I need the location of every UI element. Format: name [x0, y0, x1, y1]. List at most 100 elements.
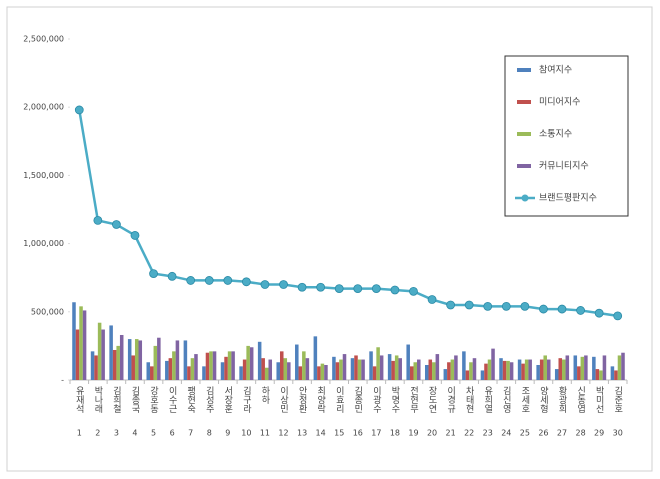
bar	[138, 340, 143, 380]
marker	[316, 282, 326, 292]
x-tick-label: 박미선	[594, 386, 604, 413]
bar	[332, 356, 336, 380]
bar	[165, 360, 169, 380]
category-number: 7	[188, 429, 193, 438]
marker	[483, 301, 493, 311]
marker	[520, 301, 530, 311]
bar	[94, 355, 98, 380]
bar	[298, 366, 303, 380]
marker	[204, 276, 214, 285]
bar	[435, 354, 440, 380]
category-number: 21	[446, 429, 456, 438]
marker	[186, 276, 196, 285]
x-tick-label: 차태현	[464, 385, 474, 413]
bar	[320, 363, 325, 380]
bar	[283, 358, 288, 380]
bar	[239, 366, 243, 380]
bar	[409, 366, 414, 380]
x-tick-label: 신동엽	[575, 386, 585, 413]
x-tick-label: 서장훈	[222, 386, 232, 413]
marker	[93, 216, 103, 225]
marker	[576, 306, 585, 315]
marker	[409, 286, 418, 296]
marker	[241, 277, 251, 287]
marker	[446, 300, 456, 310]
y-tick-label: 1,000,000	[23, 239, 64, 248]
marker	[390, 285, 400, 295]
bar	[279, 351, 284, 380]
bar	[134, 339, 139, 380]
bar	[257, 341, 262, 380]
bar	[398, 358, 402, 380]
bar	[454, 355, 458, 380]
y-tick-label: -	[61, 376, 64, 385]
bar	[101, 329, 105, 380]
category-number: 10	[241, 429, 251, 438]
marker	[427, 295, 437, 304]
x-tick-label: 황광희	[557, 386, 567, 414]
bar	[335, 362, 340, 380]
bar	[577, 366, 581, 380]
bar	[602, 355, 607, 380]
bar	[469, 362, 473, 380]
bar	[536, 364, 540, 380]
bar	[224, 356, 228, 380]
legend-label: 소통지수	[539, 129, 572, 140]
bar	[554, 369, 559, 380]
bar	[313, 336, 318, 380]
bar	[202, 366, 206, 380]
legend-label: 미디어지수	[539, 97, 580, 108]
bar	[209, 351, 213, 380]
bar	[424, 364, 429, 380]
legend-label: 참여지수	[539, 64, 572, 76]
x-tick-label: 김종국	[129, 385, 139, 414]
category-number: 22	[464, 429, 474, 438]
bar	[361, 359, 365, 380]
legend-swatch	[517, 164, 531, 168]
bar	[305, 358, 310, 380]
x-tick-label: 이경규	[445, 386, 455, 414]
legend-label: 커뮤니티지수	[539, 161, 589, 172]
bar	[369, 351, 373, 380]
x-tick-label: 김준호	[612, 385, 622, 413]
bar	[79, 306, 83, 380]
bar	[287, 362, 291, 380]
category-number: 6	[170, 429, 175, 438]
category-number: 20	[427, 429, 437, 438]
bar	[539, 359, 544, 380]
x-tick-label: 강호동	[148, 386, 158, 413]
marker	[297, 282, 307, 292]
x-tick-label: 김신영	[501, 385, 511, 413]
x-tick-label: 유희열	[482, 386, 492, 413]
bar	[168, 358, 173, 380]
bar	[194, 354, 198, 380]
marker	[353, 284, 363, 294]
bar	[205, 352, 210, 380]
marker	[334, 284, 344, 294]
bar	[212, 351, 217, 380]
bar	[543, 355, 547, 380]
bar	[190, 358, 195, 380]
x-tick-label: 양세형	[538, 386, 548, 413]
category-number: 13	[297, 429, 307, 438]
marker	[594, 308, 604, 318]
bar	[610, 366, 615, 380]
bar	[406, 344, 410, 380]
x-tick-label: 이수근	[167, 386, 177, 413]
marker	[149, 269, 158, 279]
bar	[499, 358, 503, 380]
bar	[131, 355, 135, 380]
bar	[268, 359, 273, 380]
category-number: 1	[77, 429, 82, 438]
category-number: 17	[371, 429, 381, 438]
bar	[357, 359, 362, 380]
bar	[521, 363, 525, 380]
bar	[249, 347, 254, 380]
x-tick-label: 김성주	[204, 385, 214, 414]
bar	[462, 351, 466, 380]
bar	[509, 362, 514, 380]
category-number: 9	[225, 429, 230, 438]
x-tick-label: 김종민	[352, 385, 362, 413]
marker	[130, 231, 140, 240]
bar	[157, 337, 161, 380]
